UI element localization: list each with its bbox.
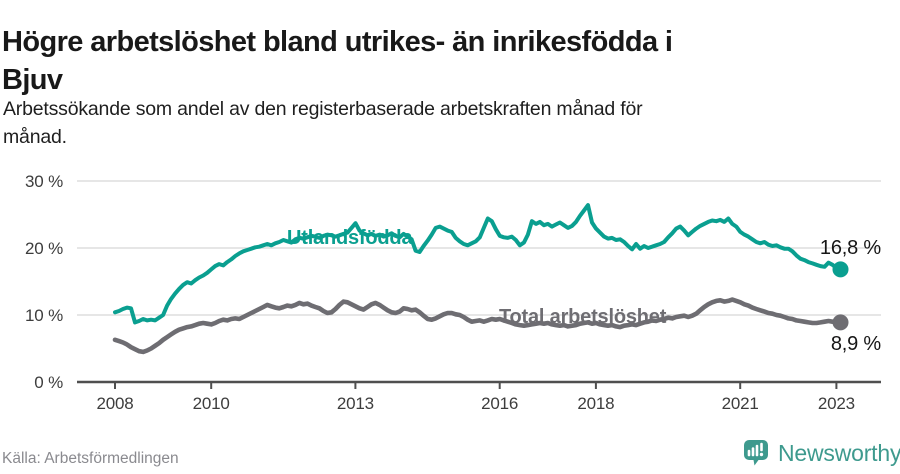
subtitle-line-1: Arbetssökande som andel av den registerb… (3, 98, 643, 120)
newsworthy-logo: Newsworthy (742, 439, 900, 467)
end-dot-total (832, 314, 849, 331)
series-label-utlandsfodda: Utlandsfödda (287, 227, 413, 249)
x-tick-2010: 2010 (193, 394, 230, 413)
bar-chart-glyph (747, 442, 763, 457)
end-value-total: 8,9 % (831, 333, 882, 355)
line-total-arbetsloshet (112, 297, 843, 355)
title-line-1: Högre arbetslöshet bland utrikes- än inr… (2, 26, 673, 59)
line-utlandsfodda (113, 203, 843, 325)
x-tick-2018: 2018 (577, 394, 614, 413)
subtitle-line-2: månad. (3, 126, 67, 148)
y-tick-10: 10 % (25, 306, 63, 325)
end-value-utlandsfodda: 16,8 % (820, 237, 881, 259)
newsworthy-bubble-icon (744, 440, 768, 466)
x-tick-2021: 2021 (722, 394, 759, 413)
y-tick-30: 30 % (25, 172, 63, 191)
x-tick-2008: 2008 (96, 394, 133, 413)
x-tick-2023: 2023 (818, 394, 855, 413)
y-tick-0: 0 % (34, 373, 63, 392)
x-axis-ticks (114, 382, 838, 389)
end-dot-utlandsfodda (832, 261, 849, 278)
y-tick-20: 20 % (25, 239, 63, 258)
exclamation-dot (759, 452, 764, 457)
page-title: Högre arbetslöshet bland utrikes- än inr… (2, 23, 882, 99)
series-label-total: Total arbetslöshet (499, 306, 667, 328)
source-note: Källa: Arbetsförmedlingen (2, 450, 179, 467)
newsworthy-logo-text: Newsworthy (778, 439, 900, 466)
x-tick-2016: 2016 (481, 394, 518, 413)
title-line-2: Bjuv (2, 64, 63, 97)
x-tick-2013: 2013 (337, 394, 374, 413)
page-subtitle: Arbetssökande som andel av den registerb… (3, 95, 883, 151)
